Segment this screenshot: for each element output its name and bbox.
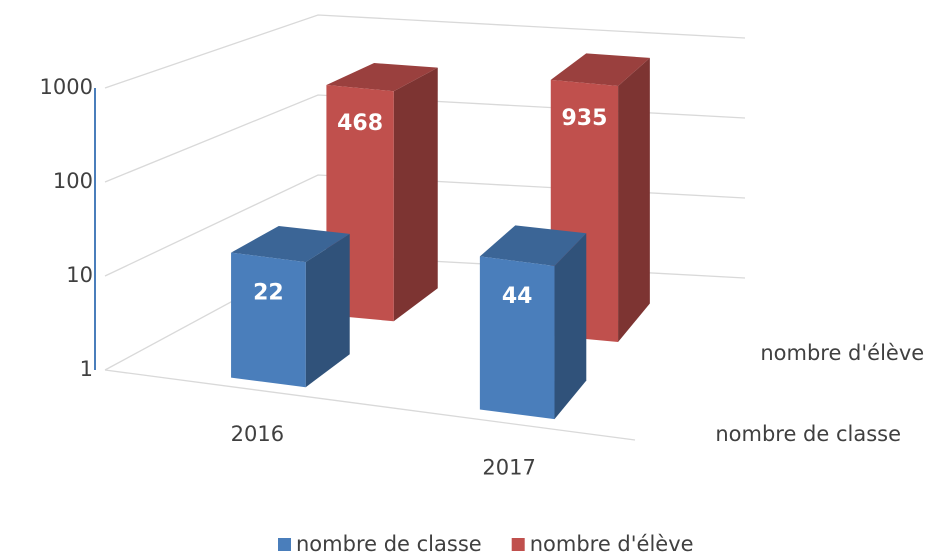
bar-side (554, 233, 587, 420)
x-tick-label: 2017 (482, 455, 535, 479)
y-tick-label: 1 (80, 357, 93, 381)
bar-side (393, 67, 438, 322)
depth-label: nombre de classe (715, 422, 901, 446)
y-tick-label: 1000 (40, 75, 93, 99)
data-label: 935 (561, 106, 607, 131)
x-tick-label: 2016 (231, 422, 284, 446)
floor (104, 369, 636, 441)
bar-top (326, 63, 438, 92)
bar (231, 252, 306, 388)
legend-swatch (511, 538, 525, 551)
bar-side (305, 233, 350, 388)
legend-swatch (278, 538, 291, 551)
y-tick-label: 10 (66, 263, 93, 287)
y-tick-label: 100 (53, 169, 93, 193)
data-label: 468 (337, 111, 383, 136)
data-label: 44 (502, 284, 533, 309)
data-label: 22 (253, 280, 284, 305)
legend-label: nombre de classe (296, 532, 482, 556)
bar-top (231, 225, 350, 263)
depth-label: nombre d'élève (760, 341, 924, 365)
grid-line (104, 14, 746, 89)
bar-top (550, 53, 650, 87)
bar (479, 256, 555, 420)
bar-side (618, 57, 650, 343)
legend-label: nombre d'élève (530, 532, 694, 556)
bar-top (479, 225, 587, 267)
